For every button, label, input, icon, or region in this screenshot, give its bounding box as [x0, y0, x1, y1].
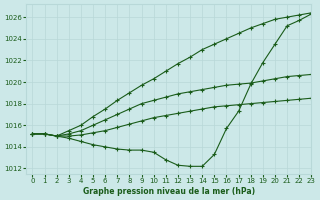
X-axis label: Graphe pression niveau de la mer (hPa): Graphe pression niveau de la mer (hPa) — [83, 187, 255, 196]
